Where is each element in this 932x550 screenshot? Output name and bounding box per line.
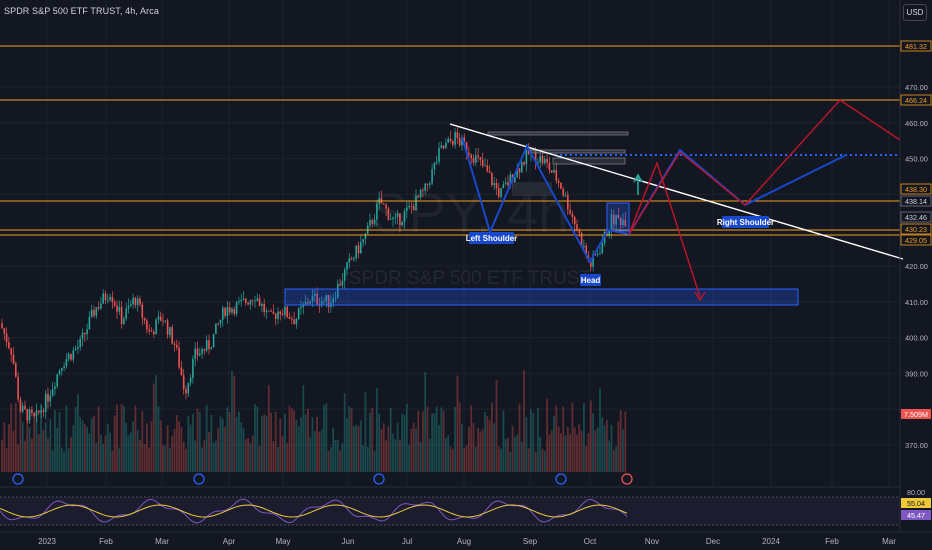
time-label: Jul <box>402 537 412 546</box>
rsi-indicator <box>0 498 628 524</box>
time-axis[interactable]: 2023 Feb Mar Apr May Jun Jul Aug Sep Oct Nov Dec 202… <box>38 537 896 546</box>
price-tick: 400.00 <box>905 334 928 343</box>
descending-trendline[interactable] <box>449 123 904 260</box>
price-level-label: 432.46 <box>900 211 932 223</box>
currency-button[interactable]: USD <box>903 4 927 21</box>
event-markers[interactable] <box>12 473 633 485</box>
svg-text:438.30: 438.30 <box>905 185 927 194</box>
price-tick: 450.00 <box>905 155 928 164</box>
rsi-band <box>0 497 900 525</box>
horizontal-levels <box>0 45 900 236</box>
price-level-label: 7.509M <box>901 409 931 419</box>
price-tick: 390.00 <box>905 369 928 378</box>
price-tick: 420.00 <box>905 262 928 271</box>
minor-drawings <box>487 131 629 196</box>
price-tick: 460.00 <box>905 119 928 128</box>
svg-text:481.32: 481.32 <box>905 42 927 51</box>
time-label: 2024 <box>762 537 780 546</box>
head-label[interactable]: Head <box>580 274 601 286</box>
svg-text:432.46: 432.46 <box>905 213 927 222</box>
price-level-label: 481.32 <box>900 40 932 52</box>
time-label: Mar <box>155 537 169 546</box>
time-label: Mar <box>882 537 896 546</box>
price-level-label: 466.24 <box>900 94 932 106</box>
projection-arrow-down <box>694 291 706 302</box>
time-label: Jun <box>342 537 355 546</box>
price-axis[interactable]: 470.00 460.00 450.00 420.00 410.00 400.00 390.… <box>905 83 928 450</box>
svg-text:429.05: 429.05 <box>905 236 927 245</box>
rsi-label: 45.47 <box>901 510 931 520</box>
time-label: May <box>275 537 290 546</box>
svg-text:Head: Head <box>581 276 601 285</box>
bracket-box-small[interactable] <box>606 202 630 232</box>
bullish-projection[interactable] <box>628 99 901 235</box>
time-label: Dec <box>706 537 720 546</box>
time-label: Feb <box>825 537 839 546</box>
watermark-name: SPDR S&P 500 ETF TRUST <box>349 268 592 289</box>
price-level-labels: 481.32 466.24 438.30 438.14 432.46 430.23 429.… <box>900 40 932 419</box>
price-tick: 470.00 <box>905 83 928 92</box>
rsi-axis-labels: 80.00 55.04 45.47 <box>901 488 931 520</box>
svg-text:Right Shoulder: Right Shoulder <box>717 218 774 227</box>
right-shoulder-label[interactable]: Right Shoulder <box>717 216 774 228</box>
time-label: Nov <box>645 537 659 546</box>
time-label: 2023 <box>38 537 56 546</box>
bearish-projection[interactable] <box>628 160 701 298</box>
svg-text:7.509M: 7.509M <box>904 410 928 419</box>
demand-zone[interactable] <box>284 288 799 306</box>
time-label: Sep <box>523 537 538 546</box>
svg-text:55.04: 55.04 <box>907 499 925 508</box>
svg-text:466.24: 466.24 <box>905 96 927 105</box>
svg-text:438.14: 438.14 <box>905 197 927 206</box>
event-marker-icon <box>373 473 385 485</box>
price-level-label: 429.05 <box>900 234 932 246</box>
svg-text:45.47: 45.47 <box>907 511 925 520</box>
time-label: Aug <box>457 537 471 546</box>
rsi-label: 80.00 <box>907 488 925 497</box>
price-tick: 370.00 <box>905 441 928 450</box>
grid-lines <box>0 0 900 487</box>
time-label: Apr <box>223 537 236 546</box>
rsi-label: 55.04 <box>901 498 931 508</box>
event-marker-icon <box>193 473 205 485</box>
svg-text:Left Shoulder: Left Shoulder <box>466 234 518 243</box>
earnings-flash-icon <box>621 473 633 485</box>
event-marker-icon <box>12 473 24 485</box>
price-tick: 410.00 <box>905 298 928 307</box>
time-label: Feb <box>99 537 113 546</box>
event-marker-icon <box>555 473 567 485</box>
price-level-label: 438.30 <box>900 183 932 195</box>
symbol-title[interactable]: SPDR S&P 500 ETF TRUST, 4h, Arca <box>4 6 159 16</box>
left-shoulder-label[interactable]: Left Shoulder <box>466 232 518 244</box>
projection-arrow-up <box>633 173 643 183</box>
svg-text:430.23: 430.23 <box>905 225 927 234</box>
time-label: Oct <box>584 537 597 546</box>
candlestick-series <box>1 126 627 424</box>
svg-text:80.00: 80.00 <box>907 488 925 497</box>
price-level-label: 438.14 <box>900 195 932 207</box>
volume-histogram <box>1 370 627 472</box>
price-level-label: 430.23 <box>900 223 932 235</box>
